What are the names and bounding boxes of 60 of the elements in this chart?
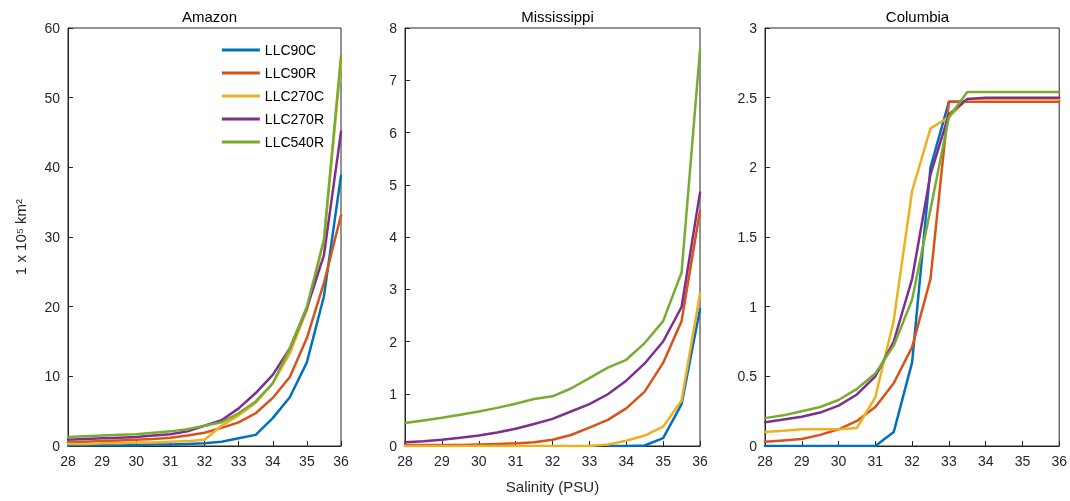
chart-title: Columbia (885, 8, 950, 25)
y-tick-label: 2 (389, 333, 398, 350)
x-tick-label: 35 (1014, 453, 1031, 469)
y-tick-label: 1.5 (737, 229, 758, 245)
x-tick-label: 32 (544, 453, 561, 469)
x-tick-label: 31 (867, 453, 884, 469)
x-tick-label: 34 (264, 453, 281, 469)
x-tick-label: 33 (581, 453, 598, 469)
x-tick-label: 29 (793, 453, 810, 469)
y-tick-label: 10 (44, 368, 61, 385)
legend-label: LLC270C (264, 88, 324, 104)
y-tick-label: 1 (749, 298, 758, 315)
x-tick-label: 30 (830, 453, 847, 469)
x-tick-label: 36 (1051, 453, 1068, 469)
y-tick-label: 3 (749, 20, 758, 36)
y-tick-label: 30 (44, 229, 61, 245)
legend-label: LLC270R (264, 111, 324, 127)
chart-title: Amazon (181, 8, 238, 25)
chart-title: Mississippi (521, 8, 594, 25)
y-tick-label: 0 (749, 438, 758, 454)
x-axis-title: Salinity (PSU) (505, 478, 600, 495)
x-tick-label: 30 (128, 453, 145, 469)
x-tick-label: 28 (397, 453, 413, 469)
y-tick-label: 0.5 (737, 368, 758, 385)
x-tick-label: 33 (230, 453, 247, 469)
x-tick-label: 36 (692, 453, 708, 469)
x-tick-label: 29 (94, 453, 111, 469)
x-tick-label: 32 (196, 453, 213, 469)
y-tick-label: 0 (52, 438, 61, 454)
y-tick-label: 4 (389, 229, 398, 245)
y-tick-label: 20 (44, 298, 61, 315)
legend-label: LLC540R (264, 134, 324, 150)
y-tick-label: 0 (389, 438, 398, 454)
y-tick-label: 8 (389, 20, 398, 36)
y-tick-label: 1 (389, 385, 398, 402)
x-tick-label: 32 (904, 453, 921, 469)
y-tick-label: 2.5 (737, 89, 758, 106)
y-tick-label: 2 (749, 159, 758, 176)
x-tick-label: 28 (757, 453, 773, 469)
x-tick-label: 36 (333, 453, 349, 469)
y-tick-label: 7 (389, 72, 398, 89)
legend-label: LLC90R (264, 65, 317, 81)
x-tick-label: 35 (299, 453, 315, 469)
y-tick-label: 50 (44, 89, 61, 106)
x-tick-label: 31 (507, 453, 524, 469)
x-tick-label: 33 (941, 453, 957, 469)
x-tick-label: 34 (618, 453, 635, 469)
y-tick-label: 5 (389, 176, 398, 193)
y-tick-label: 40 (44, 159, 61, 176)
x-tick-label: 35 (655, 453, 672, 469)
x-tick-label: 29 (434, 453, 450, 469)
x-tick-label: 31 (162, 453, 179, 469)
y-tick-label: 60 (44, 20, 61, 36)
y-tick-label: 3 (389, 281, 398, 298)
legend-label: LLC90C (264, 42, 317, 58)
y-tick-label: 6 (389, 124, 398, 141)
x-tick-label: 28 (60, 453, 76, 469)
x-tick-label: 34 (977, 453, 994, 469)
y-axis-title: 1 x 10⁵ km² (12, 198, 29, 276)
x-tick-label: 30 (470, 453, 487, 469)
